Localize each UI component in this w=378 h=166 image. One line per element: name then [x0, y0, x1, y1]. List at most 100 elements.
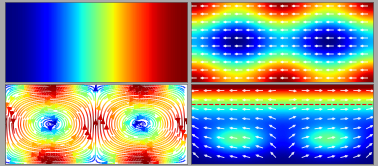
FancyArrowPatch shape — [85, 130, 89, 135]
FancyArrowPatch shape — [149, 90, 153, 94]
FancyArrowPatch shape — [144, 162, 148, 166]
FancyArrowPatch shape — [10, 112, 14, 116]
FancyArrowPatch shape — [42, 159, 46, 163]
FancyArrowPatch shape — [124, 121, 128, 125]
FancyArrowPatch shape — [181, 130, 185, 135]
FancyArrowPatch shape — [142, 150, 146, 154]
FancyArrowPatch shape — [60, 127, 64, 132]
FancyArrowPatch shape — [73, 153, 77, 157]
FancyArrowPatch shape — [39, 152, 44, 156]
FancyArrowPatch shape — [143, 153, 147, 157]
FancyArrowPatch shape — [139, 115, 144, 119]
FancyArrowPatch shape — [40, 109, 44, 113]
FancyArrowPatch shape — [19, 85, 24, 89]
FancyArrowPatch shape — [102, 162, 107, 165]
FancyArrowPatch shape — [130, 87, 134, 90]
FancyArrowPatch shape — [82, 93, 87, 96]
FancyArrowPatch shape — [46, 139, 51, 143]
FancyArrowPatch shape — [139, 85, 143, 89]
FancyArrowPatch shape — [3, 119, 6, 124]
FancyArrowPatch shape — [51, 158, 55, 162]
FancyArrowPatch shape — [76, 159, 81, 163]
FancyArrowPatch shape — [50, 116, 54, 120]
FancyArrowPatch shape — [43, 127, 48, 131]
FancyArrowPatch shape — [28, 120, 32, 125]
FancyArrowPatch shape — [143, 88, 147, 91]
FancyArrowPatch shape — [65, 125, 68, 130]
FancyArrowPatch shape — [32, 143, 37, 146]
FancyArrowPatch shape — [51, 91, 56, 95]
FancyArrowPatch shape — [143, 159, 147, 163]
FancyArrowPatch shape — [126, 120, 130, 125]
FancyArrowPatch shape — [71, 135, 76, 139]
FancyArrowPatch shape — [8, 107, 11, 112]
FancyArrowPatch shape — [53, 104, 57, 108]
FancyArrowPatch shape — [47, 135, 51, 139]
FancyArrowPatch shape — [45, 97, 50, 101]
FancyArrowPatch shape — [45, 100, 50, 104]
FancyArrowPatch shape — [140, 127, 145, 131]
FancyArrowPatch shape — [69, 141, 74, 145]
FancyArrowPatch shape — [139, 94, 143, 98]
FancyArrowPatch shape — [133, 110, 138, 114]
FancyArrowPatch shape — [127, 109, 132, 112]
FancyArrowPatch shape — [142, 156, 146, 160]
FancyArrowPatch shape — [139, 103, 143, 107]
FancyArrowPatch shape — [51, 121, 56, 125]
FancyArrowPatch shape — [38, 156, 42, 160]
FancyArrowPatch shape — [112, 108, 116, 112]
FancyArrowPatch shape — [148, 144, 152, 147]
FancyArrowPatch shape — [181, 141, 185, 146]
FancyArrowPatch shape — [25, 93, 29, 97]
FancyArrowPatch shape — [94, 120, 98, 124]
FancyArrowPatch shape — [156, 118, 160, 123]
FancyArrowPatch shape — [174, 158, 178, 161]
FancyArrowPatch shape — [130, 98, 135, 102]
FancyArrowPatch shape — [143, 139, 147, 142]
FancyArrowPatch shape — [179, 126, 183, 131]
FancyArrowPatch shape — [45, 156, 49, 160]
FancyArrowPatch shape — [12, 158, 16, 161]
FancyArrowPatch shape — [51, 88, 56, 92]
FancyArrowPatch shape — [53, 119, 57, 123]
FancyArrowPatch shape — [48, 160, 52, 164]
FancyArrowPatch shape — [122, 124, 126, 129]
FancyArrowPatch shape — [51, 84, 56, 88]
FancyArrowPatch shape — [133, 84, 138, 88]
FancyArrowPatch shape — [176, 119, 180, 123]
FancyArrowPatch shape — [105, 124, 108, 129]
FancyArrowPatch shape — [83, 125, 87, 129]
FancyArrowPatch shape — [140, 140, 145, 144]
FancyArrowPatch shape — [107, 94, 112, 98]
FancyArrowPatch shape — [55, 136, 60, 140]
FancyArrowPatch shape — [144, 157, 148, 160]
FancyArrowPatch shape — [50, 85, 54, 89]
FancyArrowPatch shape — [52, 130, 57, 134]
FancyArrowPatch shape — [94, 86, 98, 91]
FancyArrowPatch shape — [136, 88, 141, 92]
FancyArrowPatch shape — [111, 155, 116, 158]
FancyArrowPatch shape — [136, 121, 140, 125]
FancyArrowPatch shape — [122, 126, 125, 131]
FancyArrowPatch shape — [11, 119, 15, 124]
FancyArrowPatch shape — [87, 134, 91, 139]
FancyArrowPatch shape — [5, 103, 9, 108]
FancyArrowPatch shape — [142, 153, 146, 157]
FancyArrowPatch shape — [125, 111, 130, 115]
FancyArrowPatch shape — [154, 161, 158, 165]
FancyArrowPatch shape — [148, 147, 152, 151]
FancyArrowPatch shape — [143, 128, 147, 132]
FancyArrowPatch shape — [104, 87, 108, 91]
FancyArrowPatch shape — [110, 159, 115, 163]
FancyArrowPatch shape — [141, 91, 146, 95]
FancyArrowPatch shape — [135, 105, 139, 109]
FancyArrowPatch shape — [136, 83, 140, 87]
FancyArrowPatch shape — [32, 153, 36, 157]
FancyArrowPatch shape — [142, 160, 146, 164]
FancyArrowPatch shape — [11, 96, 14, 101]
FancyArrowPatch shape — [51, 94, 55, 98]
FancyArrowPatch shape — [185, 119, 189, 124]
FancyArrowPatch shape — [101, 119, 105, 124]
FancyArrowPatch shape — [42, 127, 46, 131]
FancyArrowPatch shape — [53, 138, 58, 142]
